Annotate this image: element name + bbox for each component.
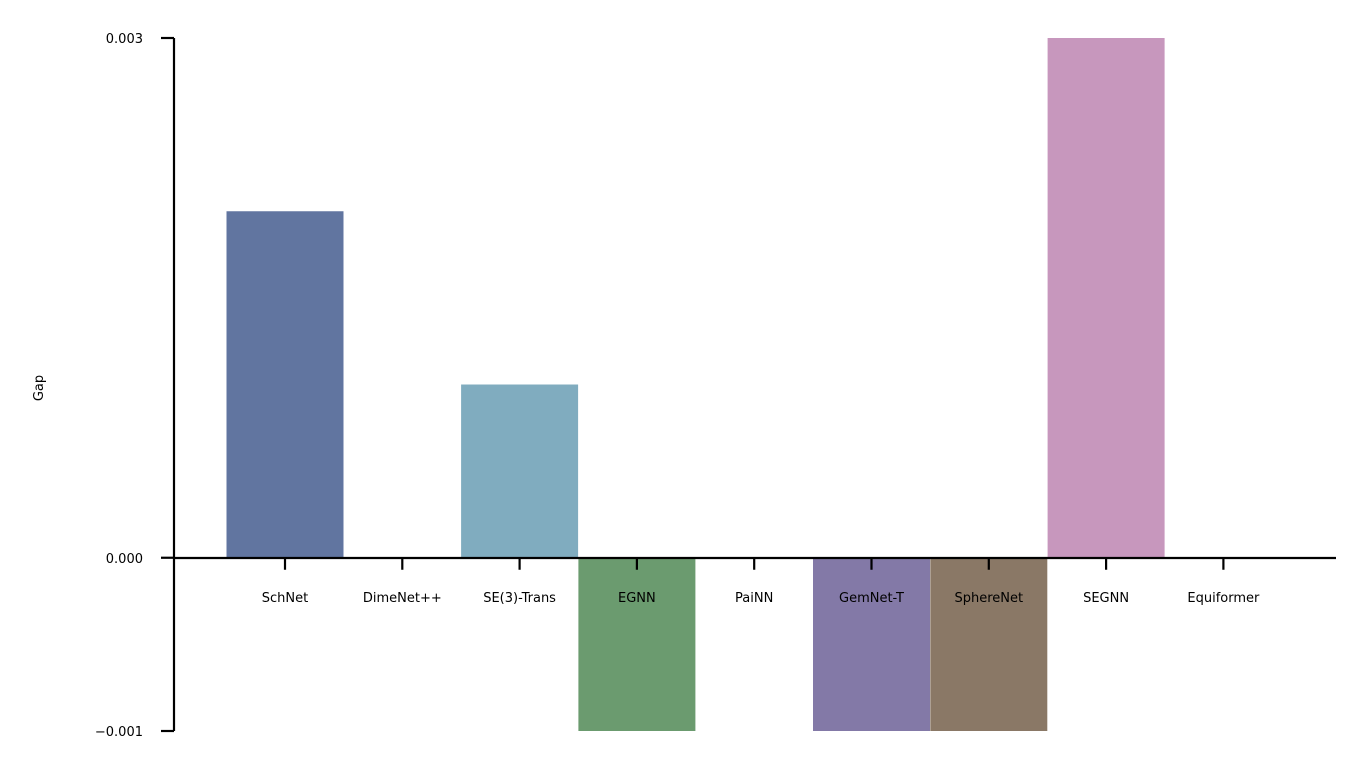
x-tick-label: Equiformer xyxy=(1187,591,1260,606)
x-ticks-group: SchNet DimeNet++ SE(3)-Trans EGNN PaiNN GemNe… xyxy=(262,557,1260,606)
y-tick-label: 0.003 xyxy=(106,32,143,47)
x-tick-label: PaiNN xyxy=(735,591,773,606)
bar-spherenet xyxy=(930,557,1048,731)
y-tick-label: −0.001 xyxy=(95,725,143,740)
x-tick-label: SEGNN xyxy=(1083,591,1129,606)
bar-egnn xyxy=(578,557,696,731)
bar-gemnet-t xyxy=(813,557,930,731)
bar-schnet xyxy=(226,211,344,558)
y-tick-label: 0.000 xyxy=(106,552,143,567)
bars-group xyxy=(226,38,1165,731)
y-ticks-group: 0.003 0.000 −0.001 xyxy=(95,32,174,740)
x-tick-label: SchNet xyxy=(262,591,308,606)
x-tick-label: SE(3)-Trans xyxy=(483,591,556,606)
x-tick-label: SphereNet xyxy=(954,591,1023,606)
x-tick-label: GemNet-T xyxy=(839,591,904,606)
x-tick-label: DimeNet++ xyxy=(363,591,442,606)
bar-segnn xyxy=(1047,38,1165,558)
bar-se-3-trans xyxy=(461,384,579,558)
y-axis-title: Gap xyxy=(32,375,47,401)
x-tick-label: EGNN xyxy=(618,591,656,606)
